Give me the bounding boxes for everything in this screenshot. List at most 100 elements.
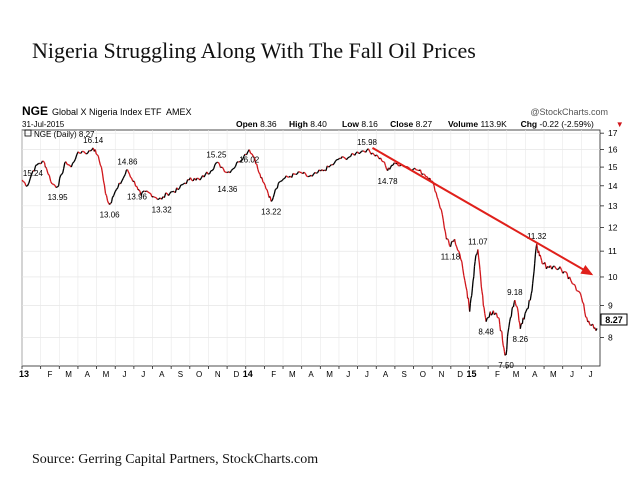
x-tick-label: J xyxy=(589,370,593,379)
price-segment xyxy=(245,151,249,156)
x-tick-label: F xyxy=(271,370,276,379)
price-segment xyxy=(532,277,534,284)
price-segment xyxy=(191,179,194,182)
price-segment xyxy=(499,324,502,331)
price-segment xyxy=(47,173,50,176)
price-segment xyxy=(141,191,144,193)
x-tick-label: S xyxy=(402,370,407,379)
price-segment xyxy=(279,180,282,183)
price-segment xyxy=(359,150,363,154)
price-segment xyxy=(510,316,512,318)
x-tick-label: 15 xyxy=(466,369,476,379)
price-segment xyxy=(195,177,198,181)
price-segment xyxy=(138,189,141,192)
price-segment xyxy=(517,312,520,321)
price-segment xyxy=(262,181,265,184)
chg-down-icon: ▼ xyxy=(616,120,624,129)
price-segment xyxy=(229,170,233,174)
price-segment xyxy=(455,244,458,248)
price-segment xyxy=(313,172,316,175)
price-annotation: 11.07 xyxy=(468,237,488,246)
last-value-label: 8.27 xyxy=(605,315,623,325)
price-segment xyxy=(477,257,480,263)
price-segment xyxy=(582,301,585,305)
price-annotation: 15.98 xyxy=(357,138,378,147)
price-segment xyxy=(477,249,480,258)
price-segment xyxy=(580,297,584,303)
price-segment xyxy=(33,165,37,171)
price-segment xyxy=(114,189,118,193)
price-segment xyxy=(300,172,304,175)
price-segment xyxy=(505,349,508,356)
price-segment xyxy=(342,155,345,158)
price-annotation: 13.96 xyxy=(127,193,148,202)
price-segment xyxy=(592,324,595,329)
price-annotation: 11.32 xyxy=(527,232,547,241)
price-segment xyxy=(109,202,111,205)
price-segment xyxy=(147,191,150,194)
price-segment xyxy=(534,248,537,255)
price-segment xyxy=(314,171,317,174)
price-segment xyxy=(151,195,154,198)
price-segment xyxy=(539,254,542,258)
security-name: Global X Nigeria Index ETF xyxy=(52,107,162,117)
price-segment xyxy=(565,271,568,274)
price-segment xyxy=(266,189,269,194)
price-segment xyxy=(206,171,209,175)
price-segment xyxy=(83,151,86,154)
price-segment xyxy=(579,293,583,299)
price-segment xyxy=(29,174,33,179)
price-segment xyxy=(519,324,522,329)
price-segment xyxy=(50,181,53,185)
price-segment xyxy=(261,177,264,183)
y-tick-label: 13 xyxy=(608,201,618,211)
price-segment xyxy=(595,328,598,331)
price-segment xyxy=(459,253,462,260)
price-segment xyxy=(309,174,312,177)
plot-frame xyxy=(21,129,601,367)
price-segment xyxy=(90,149,93,152)
price-segment xyxy=(433,185,436,192)
price-annotation: 13.32 xyxy=(152,205,173,214)
price-segment xyxy=(482,305,485,308)
price-segment xyxy=(70,162,74,168)
x-tick-label: N xyxy=(215,370,221,379)
price-segment xyxy=(197,177,199,180)
price-segment xyxy=(143,190,146,193)
price-segment xyxy=(555,267,558,271)
price-segment xyxy=(163,192,167,198)
price-segment xyxy=(46,168,49,174)
price-segment xyxy=(127,171,131,175)
price-segment xyxy=(460,259,463,262)
price-segment xyxy=(389,167,392,170)
price-segment xyxy=(133,180,137,187)
price-segment xyxy=(349,153,353,157)
price-segment xyxy=(322,169,325,172)
price-segment xyxy=(589,324,592,326)
price-segment xyxy=(250,152,253,155)
price-segment xyxy=(288,175,291,178)
price-segment xyxy=(376,154,379,157)
price-segment xyxy=(583,303,586,312)
price-segment xyxy=(509,317,512,322)
price-segment xyxy=(218,163,222,168)
price-segment xyxy=(578,291,582,295)
price-segment xyxy=(335,159,338,162)
price-segment xyxy=(110,201,113,204)
price-segment xyxy=(43,161,46,164)
price-segment xyxy=(351,152,354,155)
price-segment xyxy=(484,313,487,318)
price-segment xyxy=(128,173,132,178)
price-segment xyxy=(370,152,373,155)
price-annotation: 8.26 xyxy=(513,335,529,344)
price-segment xyxy=(485,318,488,322)
price-segment xyxy=(55,186,58,189)
last-value-badge: 8.27 xyxy=(600,313,628,326)
price-segment xyxy=(462,268,465,276)
price-segment xyxy=(374,154,378,157)
price-segment xyxy=(551,266,554,270)
price-segment xyxy=(189,177,193,181)
x-tick-label: 14 xyxy=(243,369,253,379)
x-tick-label: A xyxy=(383,370,389,379)
